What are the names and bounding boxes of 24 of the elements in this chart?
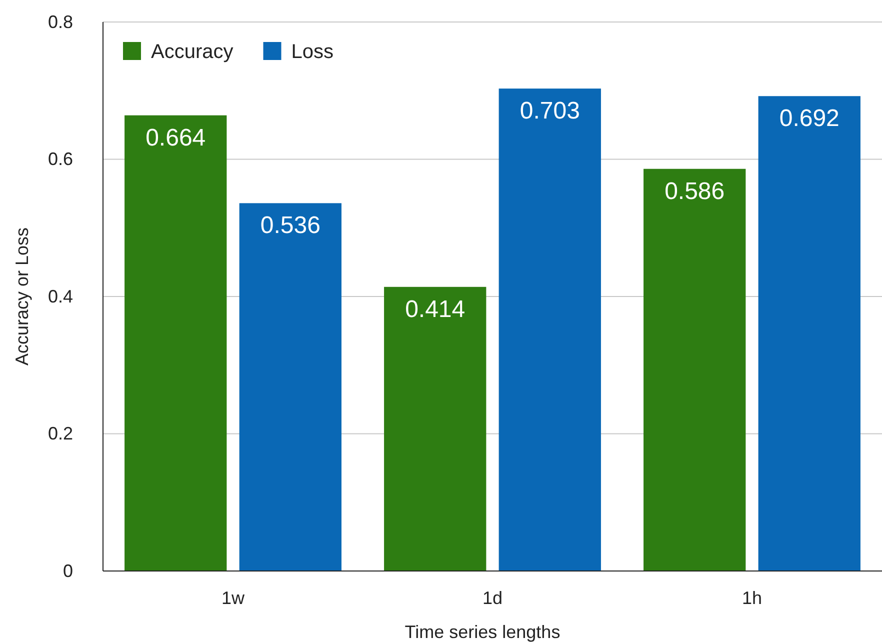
y-tick-label: 0.8 xyxy=(48,12,73,32)
data-label: 0.586 xyxy=(664,178,725,205)
bar xyxy=(124,115,227,571)
y-tick-label: 0 xyxy=(62,560,73,581)
bar xyxy=(384,286,486,571)
legend-label: Loss xyxy=(291,41,334,63)
data-label: 0.536 xyxy=(260,212,320,240)
bar xyxy=(758,96,860,571)
x-tick-label: 1d xyxy=(482,588,503,608)
bar xyxy=(644,168,746,571)
y-axis-title: Accuracy or Loss xyxy=(12,227,32,366)
x-axis-title: Time series lengths xyxy=(404,622,560,642)
bar xyxy=(239,203,342,571)
data-label: 0.703 xyxy=(520,98,580,125)
legend-label: Accuracy xyxy=(151,41,234,63)
x-tick-label: 1h xyxy=(742,588,762,608)
x-tick-label: 1w xyxy=(222,588,246,608)
y-tick-label: 0.4 xyxy=(48,286,73,306)
data-label: 0.664 xyxy=(146,124,206,152)
data-label: 0.692 xyxy=(779,105,840,132)
y-tick-label: 0.2 xyxy=(48,424,73,444)
bar xyxy=(498,88,601,571)
y-tick-label: 0.6 xyxy=(48,149,73,170)
data-label: 0.414 xyxy=(405,296,466,323)
